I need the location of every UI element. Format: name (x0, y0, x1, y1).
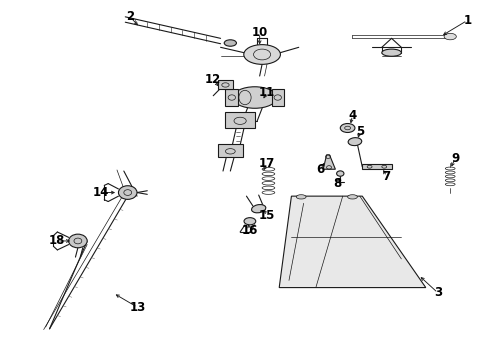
Text: 9: 9 (451, 152, 459, 165)
Text: 4: 4 (348, 109, 357, 122)
Ellipse shape (337, 171, 344, 176)
Ellipse shape (244, 218, 256, 225)
Text: 13: 13 (129, 301, 146, 314)
Text: 2: 2 (126, 10, 134, 23)
Ellipse shape (444, 33, 456, 40)
Ellipse shape (251, 204, 266, 213)
Ellipse shape (244, 45, 280, 64)
Text: 1: 1 (463, 14, 471, 27)
Text: 5: 5 (356, 125, 364, 138)
Polygon shape (225, 89, 238, 107)
Text: 16: 16 (242, 224, 258, 237)
Polygon shape (272, 89, 284, 107)
Text: 12: 12 (205, 73, 221, 86)
Text: 15: 15 (259, 210, 275, 222)
Ellipse shape (233, 87, 277, 108)
Polygon shape (362, 164, 392, 169)
Ellipse shape (296, 195, 306, 199)
Polygon shape (218, 144, 243, 157)
Bar (218, 81, 233, 89)
Text: 14: 14 (93, 186, 109, 199)
Ellipse shape (69, 234, 87, 248)
Text: 18: 18 (49, 234, 65, 247)
Ellipse shape (224, 40, 237, 46)
Ellipse shape (119, 186, 137, 199)
Text: 6: 6 (317, 163, 325, 176)
Ellipse shape (348, 138, 362, 145)
Polygon shape (225, 112, 255, 128)
Ellipse shape (340, 123, 355, 132)
Text: 10: 10 (251, 27, 268, 40)
Text: 11: 11 (259, 86, 275, 99)
Polygon shape (323, 155, 335, 169)
Text: 7: 7 (383, 170, 391, 183)
Text: 8: 8 (334, 177, 342, 190)
Polygon shape (279, 196, 426, 288)
Text: 17: 17 (259, 157, 275, 170)
Text: 3: 3 (434, 287, 442, 300)
Ellipse shape (382, 49, 401, 56)
Ellipse shape (347, 195, 357, 199)
